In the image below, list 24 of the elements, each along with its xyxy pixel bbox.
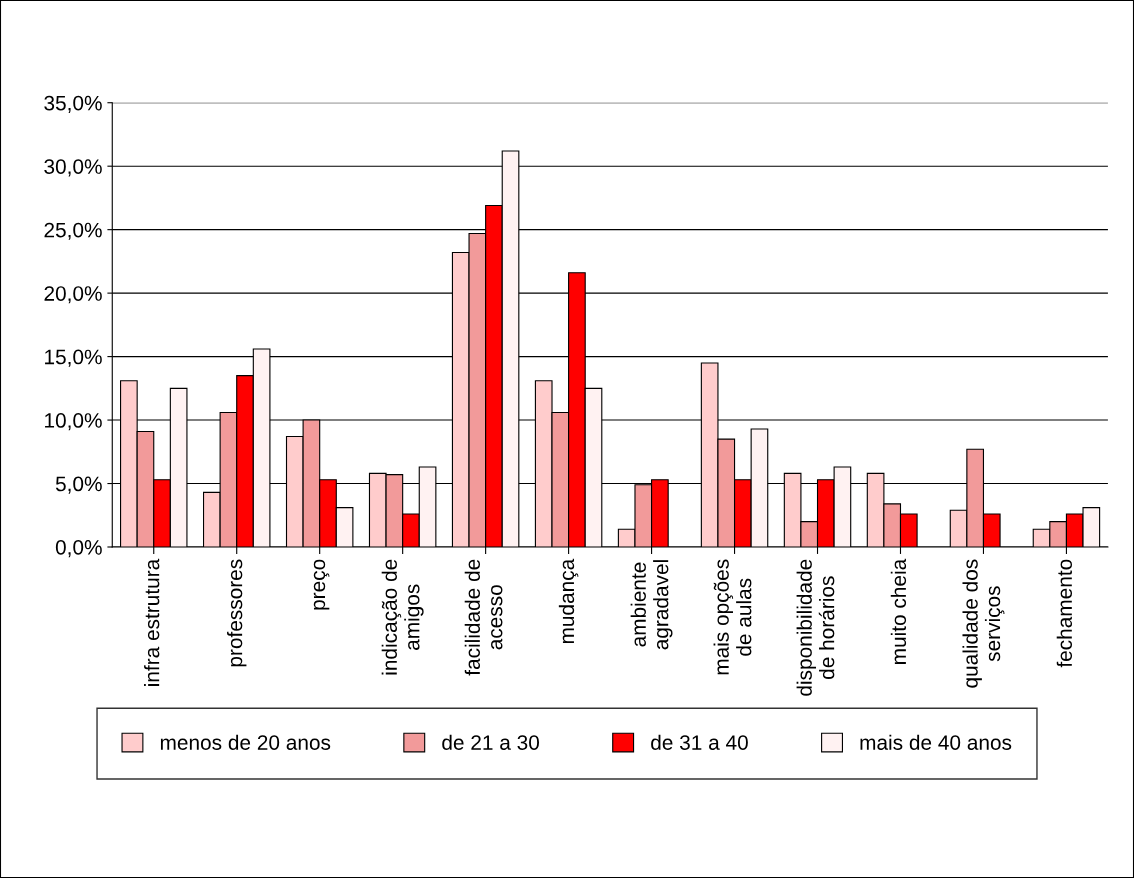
y-tick-label: 35,0% <box>44 95 102 113</box>
x-tick-label: fechamento <box>1056 559 1073 668</box>
x-tick-label: disponibilidade de horários <box>796 559 835 696</box>
x-tick-label: muito cheia <box>890 558 907 664</box>
x-tick-label: professores <box>227 559 247 667</box>
x-tick-label: infra estrutura <box>144 558 160 686</box>
x-tick-label: mudança <box>558 558 579 644</box>
y-tick-label: 15,0% <box>45 349 102 367</box>
y-tick-label: 10,0% <box>45 413 102 431</box>
x-tick-label: preço <box>313 559 330 610</box>
legend-label: menos de 20 anos <box>160 734 331 750</box>
x-tick-label: indicação de amigos <box>381 559 424 675</box>
x-tick-label: facilidade de acesso <box>464 559 503 676</box>
y-tick-label: 25,0% <box>44 222 102 240</box>
legend-label: de 21 a 30 <box>442 734 540 750</box>
legend-label: mais de 40 anos <box>860 734 1012 750</box>
x-tick-label: ambiente agradavel <box>630 560 673 650</box>
legend-label: de 31 a 40 <box>651 734 748 750</box>
y-tick-label: 20,0% <box>44 286 102 304</box>
x-tick-label: qualidade dos serviços <box>962 559 1005 688</box>
y-tick-label: 30,0% <box>44 159 102 177</box>
y-tick-label: 0,0% <box>55 540 102 558</box>
x-tick-label: mais opções de aulas <box>713 559 752 675</box>
y-tick-label: 5,0% <box>55 476 102 494</box>
